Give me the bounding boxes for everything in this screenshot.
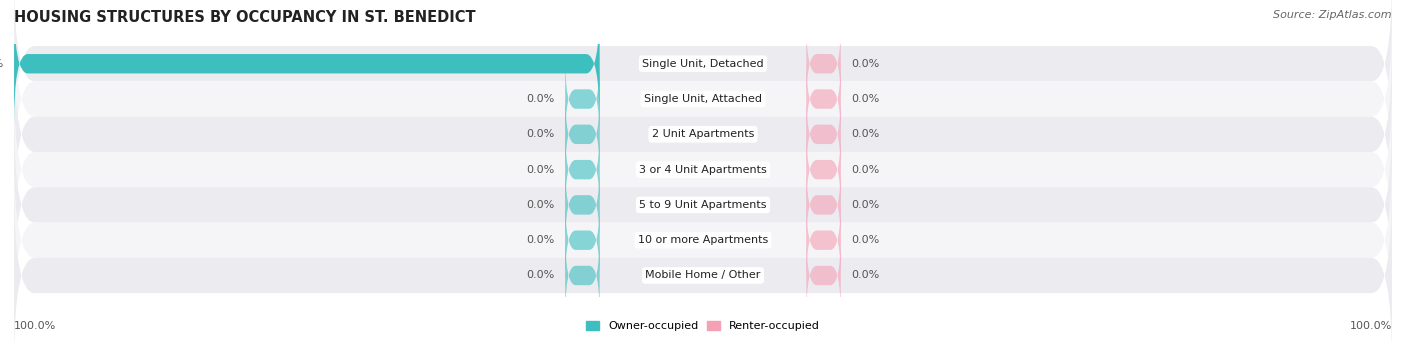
Text: 100.0%: 100.0%: [0, 59, 4, 69]
FancyBboxPatch shape: [14, 81, 1392, 258]
Text: 0.0%: 0.0%: [851, 235, 879, 245]
FancyBboxPatch shape: [807, 127, 841, 213]
Text: 0.0%: 0.0%: [851, 200, 879, 210]
Text: 10 or more Apartments: 10 or more Apartments: [638, 235, 768, 245]
FancyBboxPatch shape: [807, 232, 841, 319]
Text: 0.0%: 0.0%: [851, 270, 879, 281]
Text: 0.0%: 0.0%: [527, 165, 555, 175]
FancyBboxPatch shape: [565, 91, 599, 178]
Text: 0.0%: 0.0%: [527, 200, 555, 210]
Text: HOUSING STRUCTURES BY OCCUPANCY IN ST. BENEDICT: HOUSING STRUCTURES BY OCCUPANCY IN ST. B…: [14, 10, 475, 25]
FancyBboxPatch shape: [807, 20, 841, 107]
Text: Single Unit, Detached: Single Unit, Detached: [643, 59, 763, 69]
FancyBboxPatch shape: [14, 152, 1392, 328]
Text: 0.0%: 0.0%: [527, 235, 555, 245]
Text: 0.0%: 0.0%: [527, 129, 555, 139]
FancyBboxPatch shape: [14, 3, 599, 124]
FancyBboxPatch shape: [807, 56, 841, 142]
FancyBboxPatch shape: [807, 197, 841, 283]
Text: 0.0%: 0.0%: [527, 94, 555, 104]
FancyBboxPatch shape: [565, 162, 599, 248]
FancyBboxPatch shape: [565, 232, 599, 319]
Text: 0.0%: 0.0%: [527, 270, 555, 281]
Text: 0.0%: 0.0%: [851, 165, 879, 175]
Text: 0.0%: 0.0%: [851, 94, 879, 104]
Text: 100.0%: 100.0%: [1350, 321, 1392, 331]
FancyBboxPatch shape: [14, 11, 1392, 187]
Text: Source: ZipAtlas.com: Source: ZipAtlas.com: [1274, 10, 1392, 20]
Text: 5 to 9 Unit Apartments: 5 to 9 Unit Apartments: [640, 200, 766, 210]
FancyBboxPatch shape: [14, 0, 1392, 152]
FancyBboxPatch shape: [14, 187, 1392, 341]
Legend: Owner-occupied, Renter-occupied: Owner-occupied, Renter-occupied: [581, 316, 825, 336]
Text: 0.0%: 0.0%: [851, 129, 879, 139]
Text: 2 Unit Apartments: 2 Unit Apartments: [652, 129, 754, 139]
Text: 0.0%: 0.0%: [851, 59, 879, 69]
FancyBboxPatch shape: [565, 127, 599, 213]
FancyBboxPatch shape: [807, 91, 841, 178]
Text: 100.0%: 100.0%: [14, 321, 56, 331]
FancyBboxPatch shape: [14, 46, 1392, 223]
FancyBboxPatch shape: [14, 117, 1392, 293]
Text: Single Unit, Attached: Single Unit, Attached: [644, 94, 762, 104]
FancyBboxPatch shape: [565, 197, 599, 283]
FancyBboxPatch shape: [565, 56, 599, 142]
Text: Mobile Home / Other: Mobile Home / Other: [645, 270, 761, 281]
FancyBboxPatch shape: [807, 162, 841, 248]
Text: 3 or 4 Unit Apartments: 3 or 4 Unit Apartments: [640, 165, 766, 175]
